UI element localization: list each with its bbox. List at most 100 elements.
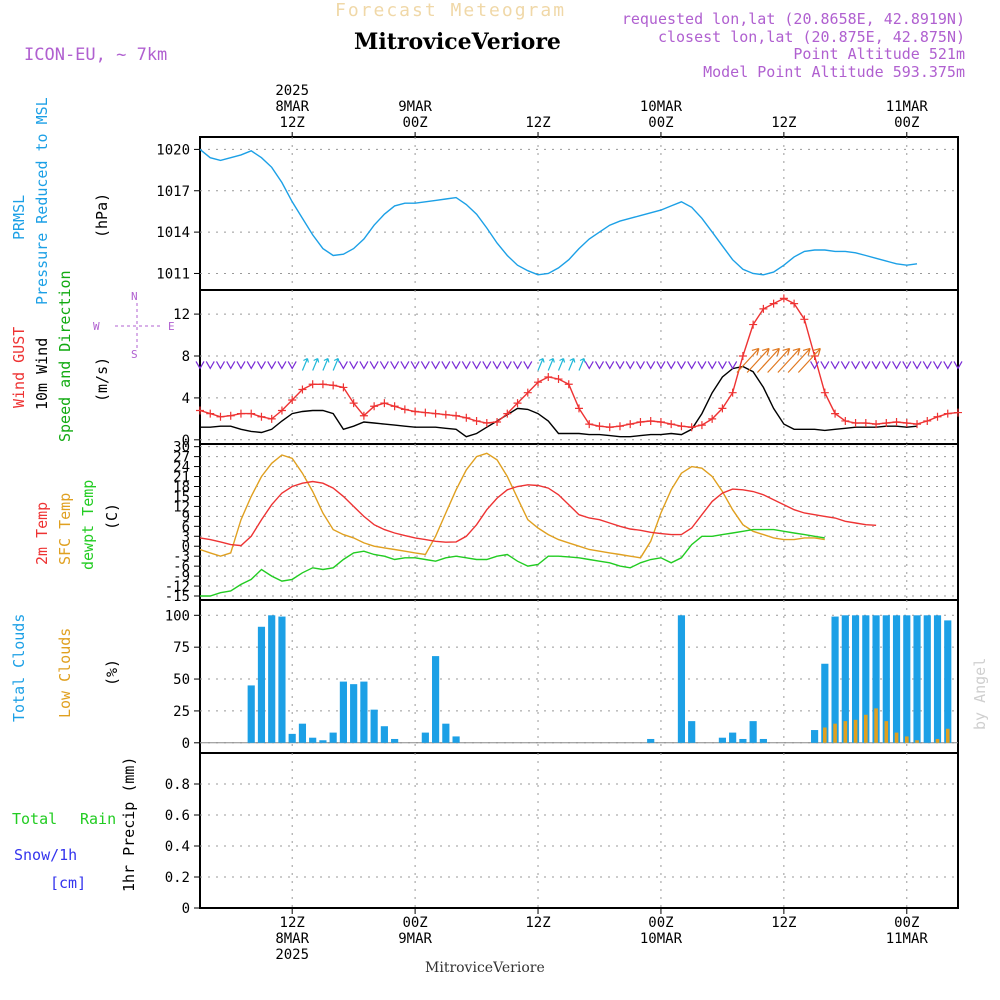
total-cloud-bar [309, 737, 317, 743]
gust-marker [749, 320, 758, 329]
gust-marker [308, 380, 317, 389]
gust-marker [380, 399, 389, 408]
gust-marker [431, 409, 440, 418]
pressure-line [199, 148, 918, 276]
wind-direction-arrow [390, 361, 400, 370]
wind-direction-arrow [547, 357, 555, 371]
total-cloud-bar [739, 738, 747, 743]
low-cloud-bar [874, 708, 878, 743]
wind-ytick-label: 8 [182, 349, 190, 365]
low-cloud-bar [945, 728, 950, 743]
pressure-ytick-label: 1011 [156, 266, 190, 282]
gust-marker [503, 409, 512, 418]
wind-direction-arrow [605, 361, 615, 370]
gust-marker [257, 412, 266, 421]
svg-text:E: E [168, 320, 175, 333]
wind-direction-arrow [943, 361, 953, 370]
gust-marker [513, 399, 522, 408]
gust-marker [226, 411, 235, 420]
gust-marker [902, 419, 911, 428]
time-tick-label: 00Z [648, 915, 673, 931]
total-cloud-bar [759, 738, 767, 743]
gust-marker [697, 421, 706, 430]
time-tick-label: 12Z [771, 115, 796, 131]
total-cloud-bar [677, 615, 686, 743]
precip-label-total: Total [12, 810, 57, 828]
total-cloud-bar [432, 656, 440, 743]
wind-direction-arrow [312, 357, 320, 371]
wind-direction-arrow [881, 361, 891, 370]
gust-marker [728, 388, 737, 397]
precip-ytick-label: 0.2 [165, 870, 190, 886]
wind-ytick-label: 4 [182, 391, 190, 407]
pressure-ytick-label: 1020 [156, 142, 190, 158]
time-tick-label: 12Z [525, 115, 550, 131]
wind-direction-arrow [676, 361, 686, 370]
gust-marker [196, 406, 204, 415]
total-cloud-bar [913, 615, 921, 743]
temp-ytick-label: -12 [165, 579, 190, 595]
total-cloud-bar [892, 615, 901, 743]
gust-marker [288, 396, 297, 404]
time-tick-label: 12Z [280, 915, 305, 931]
model-altitude: Model Point Altitude 593.375m [703, 63, 965, 81]
low-cloud-bar [904, 736, 909, 743]
sfc-temp-line [199, 452, 825, 559]
wind-direction-arrow [736, 347, 760, 373]
total-cloud-bar [278, 616, 286, 743]
total-cloud-bar [380, 726, 388, 743]
wind-direction-arrow [322, 357, 330, 371]
low-cloud-bar [894, 732, 899, 743]
cloud-ytick-label: 75 [173, 640, 190, 656]
direction-label: Speed and Direction [56, 270, 74, 442]
low-cloud-bar [823, 727, 827, 743]
precip-ytick-label: 0.8 [165, 777, 190, 793]
gust-marker [913, 420, 922, 429]
total-cloud-bar [841, 615, 849, 743]
gust-marker [810, 352, 819, 360]
gust-marker [677, 422, 686, 431]
model-name: ICON-EU, ~ 7km [24, 45, 167, 65]
precip-label-rain: Rain [80, 810, 116, 828]
wind-direction-arrow [767, 347, 791, 373]
wind-direction-arrow [728, 361, 738, 370]
gust-marker [523, 388, 532, 397]
wind-direction-arrow [451, 361, 461, 370]
gust-marker [267, 414, 276, 423]
total-cloud-bar [647, 738, 655, 743]
total-cloud-bar [370, 709, 378, 743]
wind-direction-arrow [410, 361, 420, 370]
wind-direction-arrow [472, 361, 482, 370]
cloud-unit: (%) [103, 659, 121, 686]
time-tick-label: 00Z [894, 915, 919, 931]
gust-marker [277, 406, 286, 415]
gust-marker [359, 411, 368, 420]
gust-marker [820, 388, 829, 397]
wind-direction-arrow [492, 361, 502, 370]
gust-marker [452, 411, 461, 420]
gust-marker [718, 404, 727, 413]
wind-direction-arrow [594, 361, 605, 370]
gust-marker [441, 410, 450, 419]
total-cloud-bar [821, 663, 829, 743]
wind-direction-arrow [810, 361, 820, 370]
wind-direction-arrow [277, 361, 287, 370]
wind-direction-arrow [482, 361, 492, 370]
wind-direction-arrow [195, 361, 205, 370]
total-cloud-bar [851, 615, 860, 743]
time-tick-label: 12Z [280, 115, 305, 131]
dewpt-label: dewpt Temp [79, 480, 97, 570]
pressure-label-2: Pressure Reduced to MSL [33, 97, 51, 305]
wind-label: 10m Wind [33, 338, 51, 410]
temp-2m-line [199, 480, 877, 547]
total-cloud-bar [339, 681, 347, 743]
wind-direction-arrow [912, 361, 922, 370]
gust-marker [687, 423, 696, 432]
total-cloud-bar [452, 736, 460, 743]
gust-marker [933, 412, 942, 421]
wind-direction-arrow [851, 361, 861, 370]
total-cloud-bar [319, 740, 327, 743]
time-tick-label: 00Z [402, 915, 427, 931]
